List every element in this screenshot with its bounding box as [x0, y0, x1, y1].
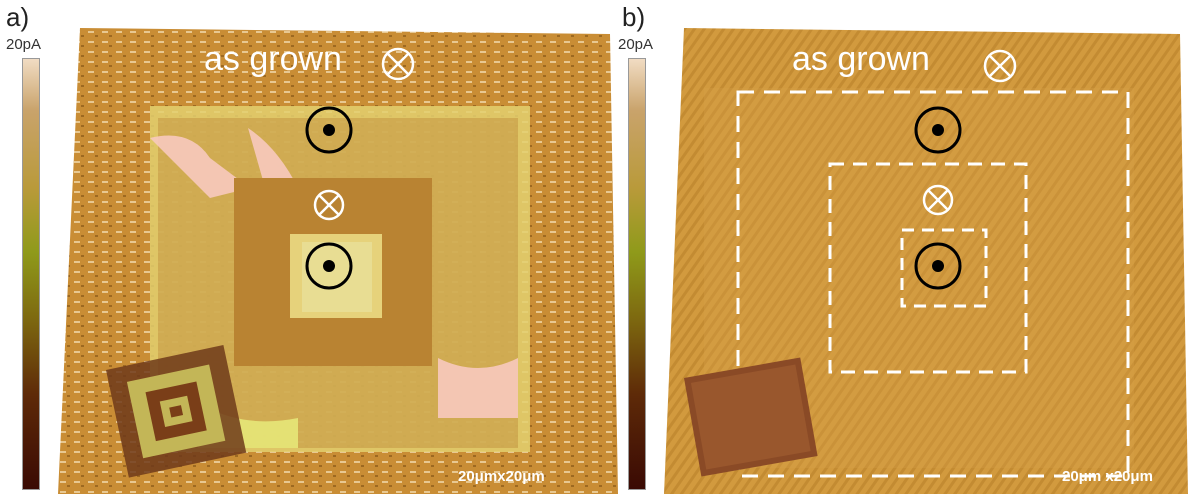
circle-cross-icon	[313, 189, 345, 221]
circle-dot-icon	[914, 242, 962, 290]
afm-image-a	[58, 28, 618, 494]
middle-dashed-square-b	[828, 162, 1028, 374]
inner-dashed-square-b	[900, 228, 988, 308]
annotation-a: as grown	[204, 40, 342, 78]
colorbar-b-max-label: 20pA	[618, 36, 654, 53]
scale-a: 20μmx20μm	[458, 468, 545, 485]
annotation-b: as grown	[792, 40, 930, 78]
colorbar-a	[22, 58, 40, 490]
outer-dashed-square-b	[736, 90, 1130, 478]
panel-a-label: a)	[6, 2, 30, 32]
circle-dot-icon	[305, 106, 353, 154]
colorbar-a-max-label: 20pA	[6, 36, 42, 53]
circle-dot-icon	[305, 242, 353, 290]
inset-3d-view-a	[106, 345, 247, 478]
circle-dot-icon	[914, 106, 962, 154]
colorbar-b	[628, 58, 646, 490]
scale-b: 20μm x20μm	[1062, 468, 1153, 485]
circle-cross-icon	[381, 47, 415, 81]
inset-3d-view-b	[684, 357, 818, 477]
panel-b-label: b)	[622, 2, 646, 32]
circle-cross-icon	[922, 184, 954, 216]
circle-cross-icon	[983, 49, 1017, 83]
afm-image-b	[664, 28, 1188, 494]
